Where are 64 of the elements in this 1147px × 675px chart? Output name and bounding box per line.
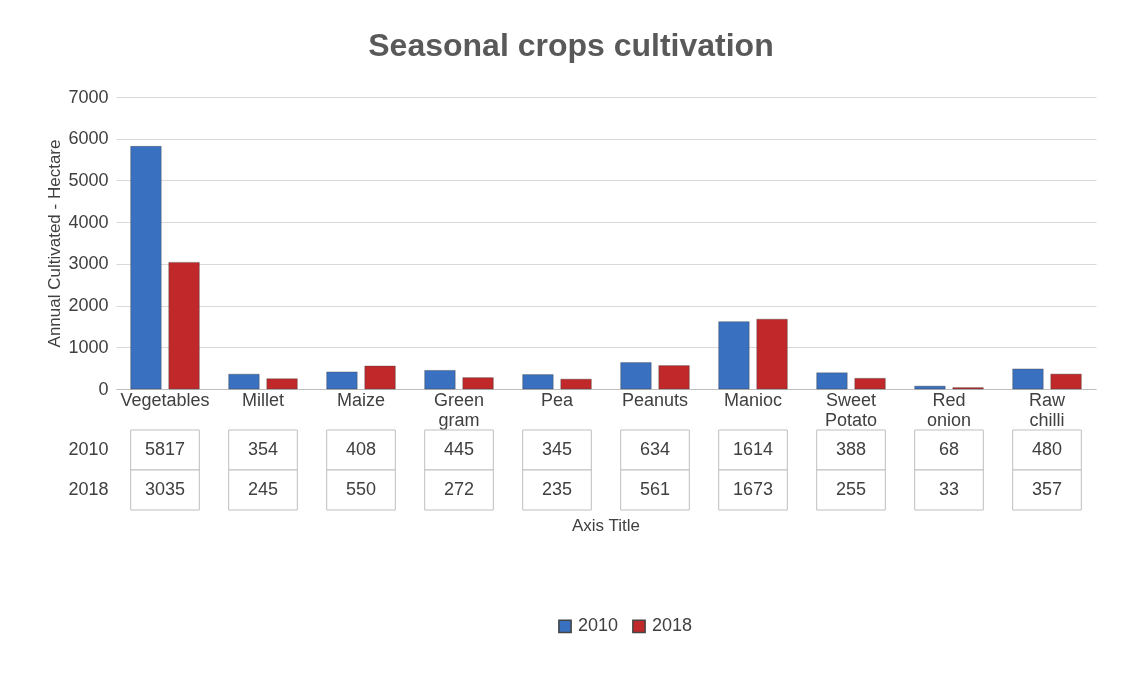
bar bbox=[462, 377, 494, 390]
y-tick-label: 2000 bbox=[68, 295, 109, 316]
data-label: 245 bbox=[247, 479, 279, 499]
bar bbox=[620, 362, 652, 390]
x-tick-label: Millet bbox=[241, 389, 285, 410]
bar bbox=[424, 370, 456, 390]
y-axis-title: Annual Cultivated - Hectare bbox=[45, 139, 65, 348]
y-tick-label: 1000 bbox=[68, 336, 109, 357]
y-tick-label: 6000 bbox=[68, 128, 109, 149]
bar bbox=[718, 321, 750, 390]
data-label: 255 bbox=[835, 479, 867, 499]
bar bbox=[816, 372, 848, 390]
data-label: 3035 bbox=[144, 479, 186, 499]
data-label: 345 bbox=[541, 439, 573, 459]
text: 2018 bbox=[68, 479, 109, 499]
bar bbox=[658, 365, 690, 390]
y-tick-label: 5000 bbox=[68, 169, 109, 190]
data-label: 272 bbox=[443, 479, 475, 499]
x-tick-label: Red onion bbox=[926, 389, 972, 430]
y-tick-label: 4000 bbox=[68, 211, 109, 232]
data-label: 388 bbox=[835, 439, 867, 459]
data-label: 68 bbox=[938, 439, 960, 459]
data-label: 357 bbox=[1031, 479, 1063, 499]
bar bbox=[560, 379, 592, 390]
data-label: 408 bbox=[345, 439, 377, 459]
bar bbox=[168, 262, 200, 390]
x-tick-label: Peanuts bbox=[621, 389, 689, 410]
bar bbox=[130, 146, 162, 390]
data-label: 634 bbox=[639, 439, 671, 459]
text: 2010 bbox=[68, 439, 109, 459]
x-tick-label: Sweet Potato bbox=[824, 389, 878, 430]
data-label: 5817 bbox=[144, 439, 186, 459]
bar bbox=[228, 374, 260, 390]
data-label: 561 bbox=[639, 479, 671, 499]
data-label: 354 bbox=[247, 439, 279, 459]
bar bbox=[854, 378, 886, 390]
data-label: 480 bbox=[1031, 439, 1063, 459]
x-tick-label: Manioc bbox=[723, 389, 783, 410]
x-tick-label: Green gram bbox=[433, 389, 485, 430]
data-label: 1673 bbox=[732, 479, 774, 499]
data-label: 1614 bbox=[732, 439, 774, 459]
bar bbox=[522, 374, 554, 390]
bar bbox=[1050, 373, 1082, 390]
data-label: 550 bbox=[345, 479, 377, 499]
data-label: 445 bbox=[443, 439, 475, 459]
x-tick-label: Pea bbox=[540, 389, 574, 410]
chart-title: Seasonal crops cultivation bbox=[368, 27, 774, 63]
x-tick-label: Raw chilli bbox=[1028, 389, 1066, 430]
bar bbox=[326, 371, 358, 390]
legend-label: 2018 bbox=[652, 615, 693, 636]
bar bbox=[364, 365, 396, 390]
x-tick-label: Vegetables bbox=[120, 389, 210, 410]
legend-label: 2010 bbox=[578, 615, 619, 636]
data-label: 33 bbox=[938, 479, 960, 499]
y-tick-label: 3000 bbox=[68, 253, 109, 274]
bar bbox=[1012, 368, 1044, 390]
y-tick-label: 7000 bbox=[68, 86, 109, 107]
y-tick-label: 0 bbox=[98, 378, 109, 399]
bar bbox=[756, 319, 788, 390]
bar bbox=[266, 378, 298, 390]
bar bbox=[914, 385, 946, 390]
x-tick-label: Maize bbox=[336, 389, 386, 410]
data-label: 235 bbox=[541, 479, 573, 499]
text: Axis Title bbox=[571, 516, 641, 535]
